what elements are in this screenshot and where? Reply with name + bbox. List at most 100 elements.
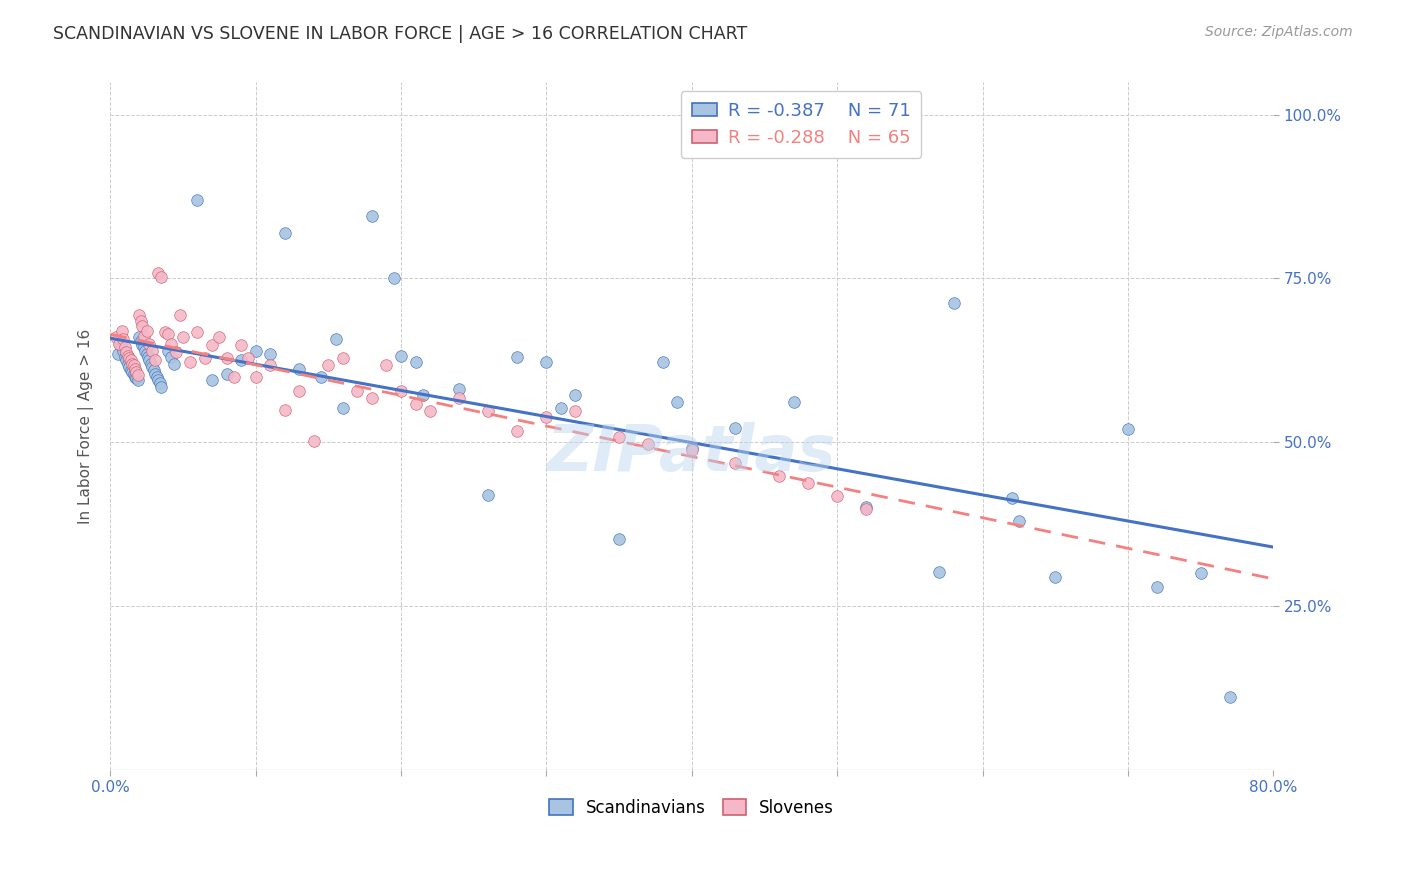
Point [127, 368, 149, 383]
Point [449, 391, 471, 405]
Point [114, 350, 136, 364]
Point [536, 355, 558, 369]
Point [238, 351, 260, 366]
Point [143, 353, 166, 368]
Point [112, 343, 135, 358]
Point [131, 318, 153, 333]
Point [124, 369, 146, 384]
Point [172, 330, 194, 344]
Point [389, 384, 412, 399]
Point [405, 355, 427, 369]
Point [405, 397, 427, 411]
Point [128, 330, 150, 344]
Point [1045, 569, 1067, 583]
Point [142, 363, 165, 377]
Point [114, 340, 136, 354]
Point [155, 325, 177, 339]
Point [1146, 580, 1168, 594]
Point [273, 226, 295, 240]
Point [121, 357, 143, 371]
Point [132, 329, 155, 343]
Point [1001, 491, 1024, 505]
Point [477, 404, 499, 418]
Point [135, 324, 157, 338]
Point [132, 340, 155, 354]
Point [107, 347, 129, 361]
Point [382, 271, 405, 285]
Point [111, 324, 134, 338]
Text: SCANDINAVIAN VS SLOVENE IN LABOR FORCE | AGE > 16 CORRELATION CHART: SCANDINAVIAN VS SLOVENE IN LABOR FORCE |… [53, 25, 748, 43]
Point [122, 358, 145, 372]
Point [120, 353, 142, 368]
Point [105, 330, 128, 344]
Point [115, 345, 138, 359]
Point [325, 332, 347, 346]
Point [681, 441, 703, 455]
Point [536, 410, 558, 425]
Point [564, 388, 586, 402]
Point [165, 345, 187, 359]
Point [666, 394, 689, 409]
Point [273, 402, 295, 417]
Point [302, 434, 325, 448]
Point [564, 404, 586, 418]
Point [318, 358, 340, 372]
Point [637, 436, 659, 450]
Point [148, 373, 170, 387]
Point [111, 340, 134, 354]
Point [855, 502, 877, 516]
Point [194, 351, 217, 366]
Point [134, 343, 156, 358]
Point [201, 373, 224, 387]
Point [259, 358, 281, 372]
Point [117, 349, 139, 363]
Point [129, 334, 152, 348]
Point [121, 365, 143, 379]
Point [419, 404, 441, 418]
Point [724, 421, 747, 435]
Point [1189, 566, 1212, 581]
Point [139, 357, 162, 371]
Point [118, 351, 141, 366]
Point [149, 376, 172, 391]
Point [1116, 422, 1139, 436]
Point [117, 357, 139, 371]
Legend: Scandinavians, Slovenes: Scandinavians, Slovenes [543, 792, 841, 823]
Point [215, 351, 238, 366]
Point [145, 369, 167, 384]
Point [724, 456, 747, 470]
Point [332, 401, 354, 416]
Point [124, 362, 146, 376]
Point [797, 475, 820, 490]
Point [928, 565, 950, 579]
Point [201, 338, 224, 352]
Text: ZIPatlas: ZIPatlas [547, 423, 837, 484]
Point [215, 367, 238, 381]
Point [651, 355, 673, 369]
Point [477, 488, 499, 502]
Point [125, 371, 148, 385]
Point [346, 384, 368, 399]
Point [141, 359, 163, 374]
Point [229, 338, 252, 352]
Point [506, 350, 529, 364]
Point [288, 384, 311, 399]
Point [122, 367, 145, 381]
Point [186, 325, 208, 339]
Point [855, 500, 877, 514]
Point [245, 343, 267, 358]
Point [607, 533, 630, 547]
Point [412, 388, 434, 402]
Point [110, 337, 132, 351]
Point [138, 337, 160, 351]
Point [550, 401, 572, 416]
Point [179, 355, 201, 369]
Point [245, 369, 267, 384]
Point [332, 351, 354, 366]
Point [506, 424, 529, 438]
Point [127, 373, 149, 387]
Point [389, 349, 412, 363]
Point [150, 270, 173, 285]
Point [128, 308, 150, 322]
Point [131, 338, 153, 352]
